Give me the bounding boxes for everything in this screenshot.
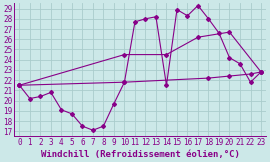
X-axis label: Windchill (Refroidissement éolien,°C): Windchill (Refroidissement éolien,°C) bbox=[41, 150, 239, 159]
